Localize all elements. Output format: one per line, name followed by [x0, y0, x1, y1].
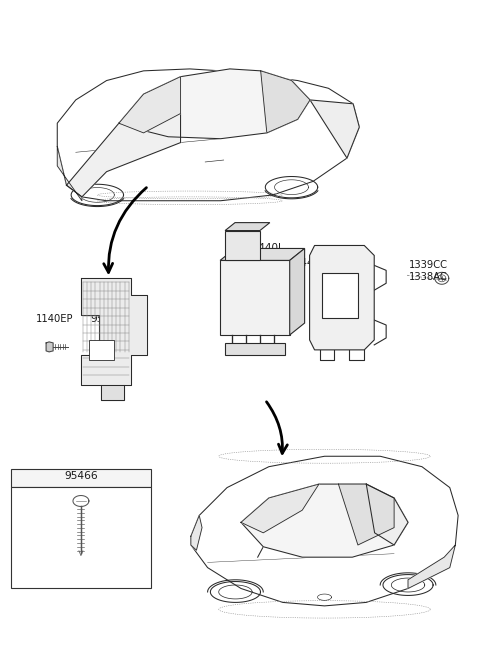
- Polygon shape: [338, 484, 394, 545]
- Bar: [12, 487, 151, 589]
- Text: 95466: 95466: [64, 471, 98, 481]
- Polygon shape: [408, 545, 456, 589]
- Polygon shape: [191, 515, 202, 550]
- Text: 95442: 95442: [288, 258, 321, 269]
- Polygon shape: [57, 147, 82, 201]
- Polygon shape: [261, 71, 310, 133]
- Polygon shape: [119, 77, 180, 133]
- Polygon shape: [310, 100, 360, 158]
- Polygon shape: [241, 484, 408, 557]
- Polygon shape: [366, 484, 408, 545]
- Polygon shape: [290, 248, 305, 335]
- Polygon shape: [101, 384, 124, 399]
- Polygon shape: [46, 342, 53, 352]
- Polygon shape: [81, 279, 146, 384]
- Bar: [225, 343, 285, 355]
- Polygon shape: [67, 114, 180, 197]
- Bar: [220, 260, 290, 335]
- Text: 1338AC: 1338AC: [409, 273, 448, 283]
- Text: 1339CC: 1339CC: [409, 260, 448, 271]
- Polygon shape: [57, 69, 360, 201]
- Polygon shape: [191, 456, 458, 606]
- Text: 954A2: 954A2: [91, 314, 125, 324]
- Polygon shape: [310, 246, 374, 350]
- Polygon shape: [220, 248, 305, 260]
- Bar: [322, 273, 358, 318]
- Bar: [89, 340, 114, 360]
- Polygon shape: [119, 69, 310, 139]
- Text: 1140EP: 1140EP: [36, 314, 74, 324]
- Text: 95440J: 95440J: [245, 242, 281, 252]
- Bar: [12, 469, 151, 487]
- Polygon shape: [225, 223, 270, 231]
- Polygon shape: [241, 484, 319, 533]
- Bar: [225, 231, 260, 260]
